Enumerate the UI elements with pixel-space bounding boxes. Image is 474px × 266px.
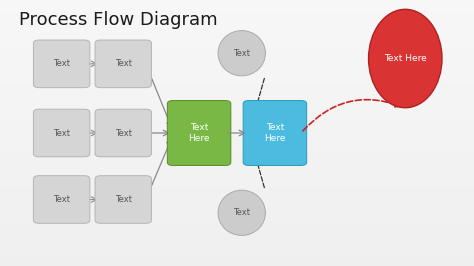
Text: Text: Text [53,195,70,204]
Text: Text: Text [233,49,250,58]
FancyBboxPatch shape [33,40,90,88]
FancyBboxPatch shape [33,109,90,157]
Text: Text
Here: Text Here [264,123,286,143]
Text: Text Here: Text Here [384,54,427,63]
Text: Text
Here: Text Here [188,123,210,143]
FancyBboxPatch shape [33,176,90,223]
Text: Text: Text [233,208,250,217]
Text: Text: Text [115,59,132,68]
FancyBboxPatch shape [243,101,307,165]
Text: Text: Text [115,128,132,138]
FancyBboxPatch shape [95,109,152,157]
FancyBboxPatch shape [95,40,152,88]
FancyBboxPatch shape [167,101,231,165]
Ellipse shape [218,190,265,235]
Text: Text: Text [53,128,70,138]
Text: Process Flow Diagram: Process Flow Diagram [19,11,218,29]
Text: Text: Text [53,59,70,68]
Ellipse shape [368,9,442,108]
FancyBboxPatch shape [95,176,152,223]
Ellipse shape [218,31,265,76]
Text: Text: Text [115,195,132,204]
